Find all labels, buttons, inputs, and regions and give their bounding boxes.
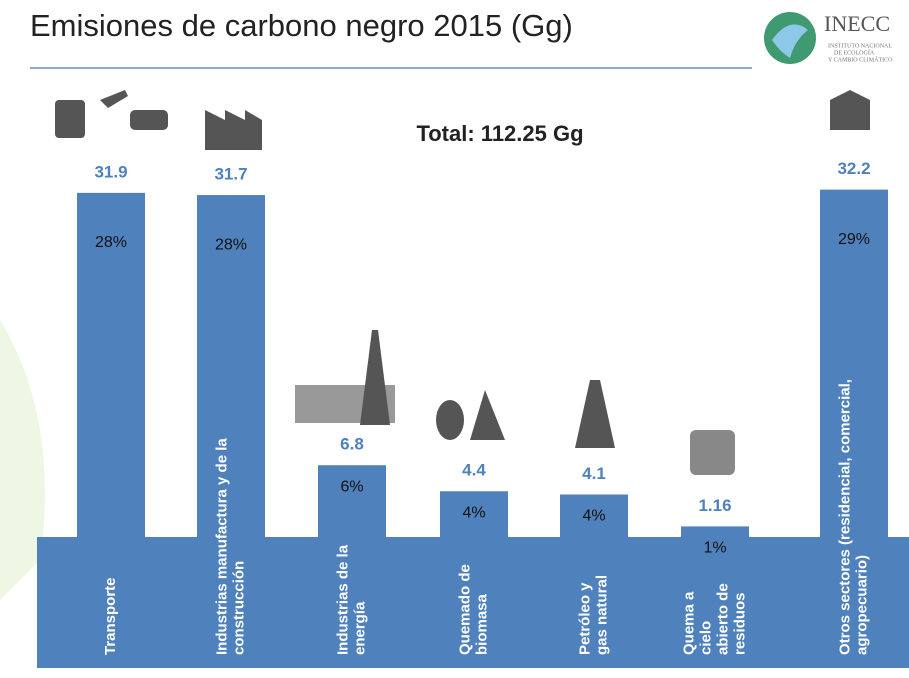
category-line: Industrias manufactura y de la [213,438,230,655]
background-shape [0,320,45,600]
bar [681,526,749,539]
chart-title: Emisiones de carbono negro 2015 (Gg) [30,8,573,43]
value-label: 1.16 [698,496,731,515]
category-label: Transporte [102,577,119,655]
category-label: Industrias manufactura y de laconstrucci… [213,438,247,655]
category-line: Otros sectores (residencial, comercial, [836,379,853,655]
icon-corn [436,400,464,440]
share-label: 1% [703,540,726,557]
category-line: Industrias de la [334,544,351,655]
value-label: 4.4 [462,461,486,480]
category-line: cielo [697,621,714,655]
category-label: Otros sectores (residencial, comercial,a… [836,379,870,655]
icon-oil [575,380,615,448]
value-label: 31.9 [94,162,127,181]
share-label: 29% [838,231,870,248]
bar [560,494,628,539]
icon-train [55,100,85,138]
value-label: 4.1 [582,464,606,483]
category-line: biomasa [473,593,490,655]
category-line: gas natural [593,575,610,655]
share-label: 28% [95,234,127,251]
category-label: Industrias de laenergía [334,544,368,655]
logo-subtitle: Y CAMBIO CLIMÁTICO [828,55,893,63]
category-line: construcción [230,561,247,655]
icon-factory [205,110,262,150]
category-label: Quemado debiomasa [456,564,490,655]
category-band [37,537,909,668]
category-line: residuos [731,592,748,655]
category-label: Petróleo ygas natural [576,575,610,655]
bar [197,195,265,539]
bar [820,189,888,539]
logo-subtitle: DE ECOLOGÍA [834,48,875,56]
category-line: abierto de [714,583,731,655]
bar [77,192,145,539]
bar [440,491,508,539]
category-line: Quemado de [456,564,473,655]
category-line: Quema a [680,591,697,655]
share-label: 28% [215,236,247,253]
category-line: Petróleo y [576,582,593,655]
logo-subtitle: INSTITUTO NACIONAL [828,43,892,49]
icon-other [830,90,870,130]
icon-plane [100,90,128,108]
logo-name: INECC [824,11,890,36]
bar [318,465,386,539]
icon-tree [470,390,505,440]
share-label: 6% [340,478,363,495]
total-annotation: Total: 112.25 Gg [416,121,583,146]
category-line: energía [351,601,368,655]
value-label: 6.8 [340,435,364,454]
category-label: Quema acieloabierto deresiduos [680,583,748,655]
value-label: 32.2 [837,159,870,178]
icon-car [130,110,168,130]
icon-trash [690,430,735,475]
share-label: 4% [462,504,485,521]
icon-tower [360,330,390,425]
value-label: 31.7 [214,165,247,184]
share-label: 4% [582,508,605,525]
category-line: agropecuario) [853,555,870,655]
category-line: Transporte [102,577,119,655]
icons [55,90,870,475]
logo-icon-inner [772,24,808,58]
